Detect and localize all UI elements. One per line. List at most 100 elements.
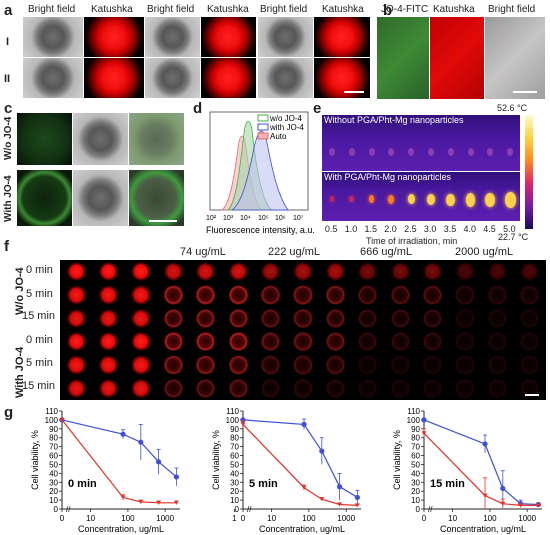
- temperature-colorbar: [525, 115, 533, 229]
- data-point: [500, 485, 506, 492]
- xtick: 10²: [206, 215, 217, 222]
- y-tick-label: 50: [230, 460, 239, 469]
- group-wo: W/o JO-4: [14, 267, 26, 315]
- y-tick-label: 100: [226, 416, 240, 425]
- x-tick-label: 0: [60, 514, 65, 523]
- data-point: [500, 501, 506, 506]
- y-tick-label: 90: [49, 425, 58, 434]
- spheroid: [99, 355, 119, 375]
- spheroid: [66, 332, 86, 352]
- data-point: [120, 495, 126, 500]
- spheroid: [358, 308, 378, 328]
- spheroid: [131, 262, 151, 282]
- spheroid: [228, 355, 248, 375]
- spheroid: [455, 332, 475, 352]
- spheroid: [163, 355, 183, 375]
- data-point: [535, 503, 541, 508]
- panel-a-row-II: II: [4, 73, 11, 85]
- spheroid: [196, 332, 216, 352]
- data-point: [482, 441, 488, 447]
- y-tick-label: 70: [49, 443, 58, 452]
- spheroid: [293, 285, 313, 305]
- y-tick-label: 20: [49, 487, 58, 496]
- data-point: [354, 503, 360, 508]
- y-tick-label: 40: [411, 469, 420, 478]
- y-tick-label: 30: [411, 478, 420, 487]
- panel-c-bf-2: [73, 170, 128, 226]
- thermal-spot-with: [388, 194, 395, 204]
- thermal-spot-without: [507, 148, 514, 156]
- panel-e-xlabel: Time of irradiation, min: [366, 236, 458, 246]
- conc-label-2: 222 ug/mL: [268, 246, 320, 258]
- y-tick-label: 110: [45, 407, 58, 416]
- panel-a-bf-2: [145, 17, 200, 57]
- spheroid: [423, 285, 443, 305]
- panel-a-kat-4: [84, 58, 144, 98]
- spheroid: [293, 378, 313, 398]
- panel-e-xtick: 3.5: [443, 224, 457, 234]
- spheroid: [261, 262, 281, 282]
- data-point: [354, 494, 360, 501]
- spheroid: [196, 262, 216, 282]
- spheroid: [520, 262, 540, 282]
- spheroid: [520, 378, 540, 398]
- panel-b-label: b: [383, 2, 393, 19]
- panel-a-bf-6: [258, 58, 313, 98]
- thermal-spot-with: [407, 194, 415, 205]
- data-point: [421, 431, 427, 436]
- thermal-spot-with: [368, 195, 375, 204]
- thermal-spot-without: [487, 148, 494, 156]
- thermal-spot-with: [504, 192, 516, 209]
- y-tick-label: 60: [411, 452, 420, 461]
- spheroid: [390, 285, 410, 305]
- y-tick-label: 30: [230, 478, 239, 487]
- thermal-spot-with: [349, 195, 355, 203]
- spheroid: [293, 332, 313, 352]
- data-point: [336, 484, 343, 490]
- scale-bar: [513, 91, 537, 93]
- data-point: [240, 422, 246, 427]
- panel-c-label: c: [4, 100, 13, 117]
- spheroid: [228, 332, 248, 352]
- panel-a-col3: Bright field: [147, 4, 195, 15]
- spheroid: [487, 332, 507, 352]
- y-tick-label: 50: [411, 460, 420, 469]
- y-tick-label: 60: [49, 452, 58, 461]
- data-point: [319, 448, 325, 454]
- panel-d-xlabel: Fluorescence intensity, a.u.: [206, 225, 315, 235]
- panel-e-xtick: 4.0: [463, 224, 477, 234]
- y-tick-label: 90: [411, 425, 420, 434]
- spheroid: [487, 262, 507, 282]
- y-tick-label: 10: [230, 496, 239, 505]
- panel-b-col2: Katushka: [433, 4, 475, 15]
- spheroid: [293, 308, 313, 328]
- spheroid: [423, 262, 443, 282]
- y-axis-label: Cell viability, %: [392, 430, 402, 490]
- y-tick-label: 90: [230, 425, 239, 434]
- spheroid: [163, 262, 183, 282]
- spheroid: [228, 308, 248, 328]
- panel-a-bf-3: [258, 17, 313, 57]
- thermal-spot-without: [427, 148, 434, 156]
- y-tick-label: 60: [230, 452, 239, 461]
- panel-e-xtick: 2.5: [404, 224, 417, 234]
- panel-a-bf-5: [145, 58, 200, 98]
- panel-d-legend: w/o JO-4 with JO-4 Auto: [257, 114, 304, 141]
- y-tick-label: 110: [407, 407, 420, 416]
- spheroid: [196, 378, 216, 398]
- panel-c-green-2: [17, 170, 72, 226]
- panel-a-kat-3: [314, 17, 370, 57]
- panel-f-grid-bg: [60, 260, 546, 400]
- panel-a-kat-6: [314, 58, 370, 98]
- panel-a-kat-5: [201, 58, 256, 98]
- y-tick-label: 100: [45, 416, 59, 425]
- spheroid: [423, 308, 443, 328]
- xtick: 10⁴: [240, 215, 251, 222]
- thermal-row1-label: Without PGA/Pht-Mg nanoparticles: [324, 115, 464, 125]
- panel-c-merge-1: [129, 113, 184, 165]
- spheroid: [487, 355, 507, 375]
- panel-a-col6: Katushka: [322, 4, 364, 15]
- thermal-spot-without: [328, 148, 335, 156]
- xtick: 10⁶: [275, 215, 286, 222]
- hist-with: [230, 130, 289, 211]
